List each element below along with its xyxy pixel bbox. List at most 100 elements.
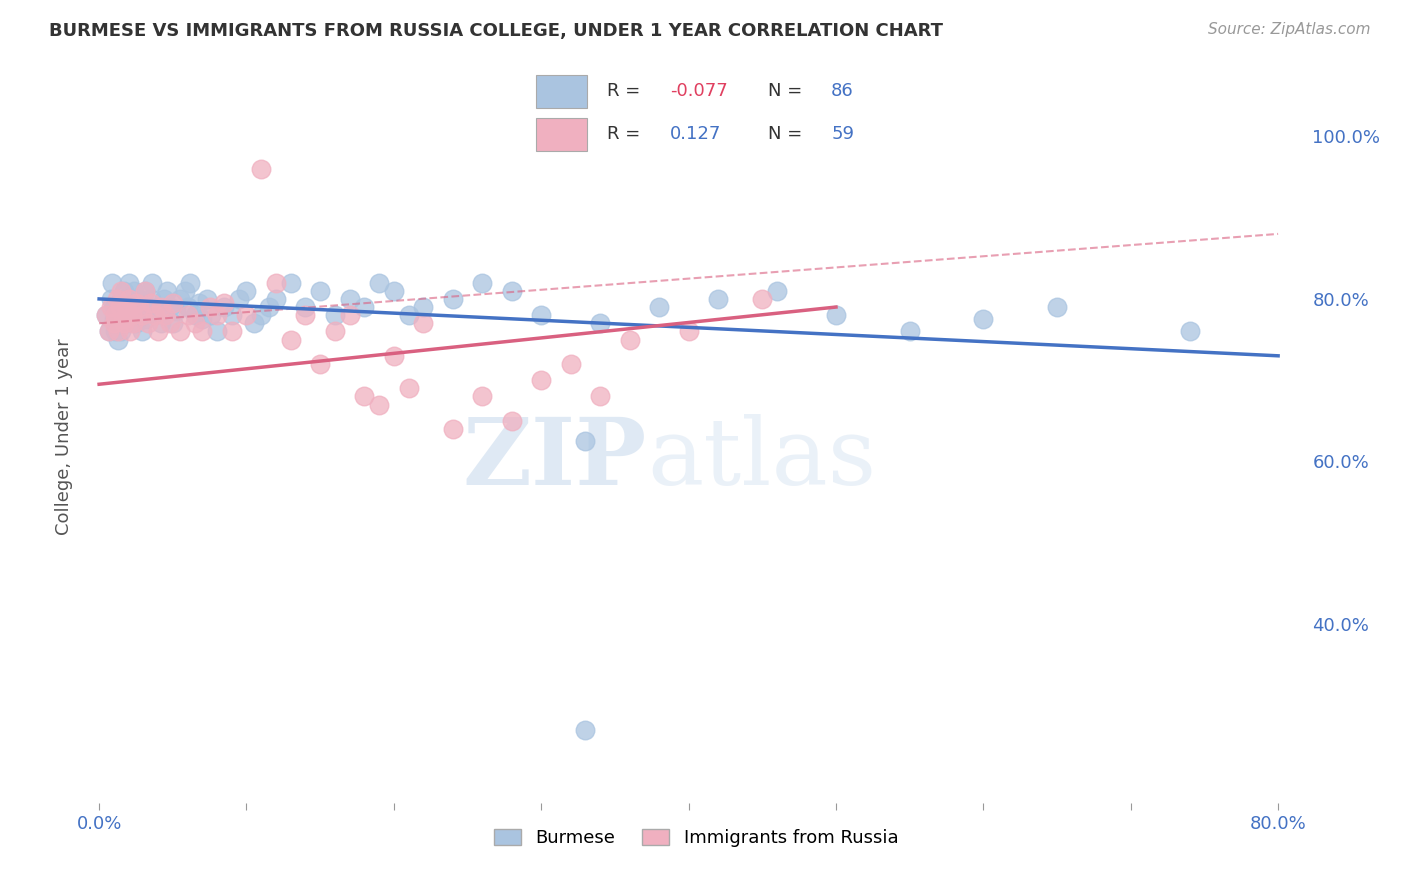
Point	[150, 300, 173, 314]
Legend: Burmese, Immigrants from Russia: Burmese, Immigrants from Russia	[485, 820, 907, 856]
Point	[825, 308, 848, 322]
Point	[122, 316, 145, 330]
Point	[173, 284, 195, 298]
Point	[162, 316, 184, 330]
Point	[165, 304, 187, 318]
Point	[441, 292, 464, 306]
Point	[235, 284, 257, 298]
Point	[176, 300, 198, 314]
Point	[198, 300, 221, 314]
Point	[751, 292, 773, 306]
Point	[134, 284, 156, 298]
Point	[339, 292, 361, 306]
Point	[108, 300, 131, 314]
Point	[560, 357, 582, 371]
Point	[214, 296, 236, 310]
Point	[135, 312, 157, 326]
Point	[121, 308, 143, 322]
Point	[530, 373, 553, 387]
Point	[125, 316, 148, 330]
Point	[471, 389, 494, 403]
Point	[146, 325, 169, 339]
Point	[125, 300, 148, 314]
Point	[139, 292, 162, 306]
Point	[111, 308, 134, 322]
Point	[195, 292, 218, 306]
Point	[619, 333, 641, 347]
Point	[589, 316, 612, 330]
Point	[103, 300, 125, 314]
Point	[103, 312, 125, 326]
FancyBboxPatch shape	[536, 75, 588, 108]
Point	[191, 312, 214, 326]
Point	[339, 308, 361, 322]
Point	[169, 325, 191, 339]
Point	[294, 300, 316, 314]
Point	[125, 296, 148, 310]
Text: N =: N =	[768, 125, 808, 144]
Point	[100, 300, 122, 314]
Point	[143, 308, 166, 322]
Point	[501, 284, 523, 298]
Point	[159, 300, 181, 314]
Text: atlas: atlas	[647, 414, 876, 504]
Point	[221, 325, 243, 339]
Point	[766, 284, 789, 298]
Text: R =: R =	[607, 82, 645, 100]
Point	[264, 292, 287, 306]
FancyBboxPatch shape	[536, 118, 588, 151]
Point	[368, 398, 391, 412]
Point	[898, 325, 921, 339]
Point	[153, 292, 176, 306]
Point	[132, 300, 155, 314]
Point	[136, 316, 159, 330]
Point	[143, 308, 166, 322]
Point	[200, 308, 222, 322]
Point	[131, 308, 153, 322]
Point	[214, 300, 236, 314]
Point	[441, 422, 464, 436]
Text: N =: N =	[768, 82, 808, 100]
Point	[105, 308, 128, 322]
Point	[169, 292, 191, 306]
Point	[280, 333, 302, 347]
Point	[103, 316, 125, 330]
Point	[136, 300, 159, 314]
Point	[678, 325, 700, 339]
Point	[323, 308, 346, 322]
Y-axis label: College, Under 1 year: College, Under 1 year	[55, 339, 73, 535]
Text: BURMESE VS IMMIGRANTS FROM RUSSIA COLLEGE, UNDER 1 YEAR CORRELATION CHART: BURMESE VS IMMIGRANTS FROM RUSSIA COLLEG…	[49, 22, 943, 40]
Point	[1178, 325, 1201, 339]
Text: Source: ZipAtlas.com: Source: ZipAtlas.com	[1208, 22, 1371, 37]
Point	[107, 333, 129, 347]
Point	[155, 308, 177, 322]
Point	[121, 308, 143, 322]
Point	[162, 296, 184, 310]
Point	[398, 308, 420, 322]
Point	[471, 276, 494, 290]
Point	[131, 325, 153, 339]
Point	[184, 308, 207, 322]
Point	[228, 292, 250, 306]
Point	[146, 300, 169, 314]
Point	[117, 292, 139, 306]
Point	[309, 357, 332, 371]
Point	[110, 292, 132, 306]
Point	[104, 325, 127, 339]
Text: 0.127: 0.127	[669, 125, 721, 144]
Point	[98, 325, 121, 339]
Text: 59: 59	[831, 125, 855, 144]
Point	[108, 300, 131, 314]
Point	[117, 276, 139, 290]
Point	[117, 292, 139, 306]
Point	[128, 300, 150, 314]
Point	[139, 296, 162, 310]
Point	[112, 316, 135, 330]
Point	[114, 300, 136, 314]
Point	[134, 284, 156, 298]
Point	[110, 325, 132, 339]
Point	[648, 300, 671, 314]
Point	[96, 308, 118, 322]
Point	[501, 414, 523, 428]
Point	[188, 296, 211, 310]
